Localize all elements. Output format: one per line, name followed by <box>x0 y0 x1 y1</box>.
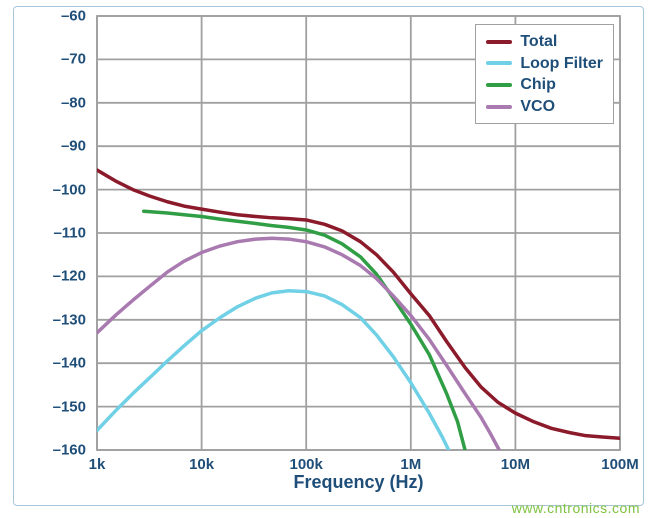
legend-swatch <box>486 83 512 87</box>
x-tick-label: 10M <box>501 456 530 473</box>
series-loop-filter <box>97 291 449 450</box>
y-tick-label: –60 <box>61 8 86 25</box>
x-axis-title: Frequency (Hz) <box>293 472 423 493</box>
legend-item: Loop Filter <box>486 53 603 75</box>
y-tick-label: –160 <box>53 442 86 459</box>
x-tick-label: 100M <box>601 456 639 473</box>
watermark: www.cntronics.com <box>512 500 640 516</box>
legend-swatch <box>486 105 512 109</box>
legend-label: Loop Filter <box>520 53 603 75</box>
series-total <box>97 170 620 438</box>
y-tick-label: –120 <box>53 268 86 285</box>
x-tick-label: 1k <box>89 456 106 473</box>
legend-item: VCO <box>486 96 603 118</box>
legend-swatch <box>486 61 512 65</box>
legend-item: Total <box>486 31 603 53</box>
x-tick-label: 100k <box>290 456 323 473</box>
y-tick-label: –100 <box>53 181 86 198</box>
legend-item: Chip <box>486 74 603 96</box>
y-tick-label: –130 <box>53 311 86 328</box>
legend-swatch <box>486 40 512 44</box>
x-tick-label: 10k <box>189 456 214 473</box>
y-tick-label: –80 <box>61 94 86 111</box>
legend-label: VCO <box>520 96 555 118</box>
legend-label: Chip <box>520 74 556 96</box>
series-vco <box>97 238 499 450</box>
x-tick-label: 1M <box>400 456 421 473</box>
y-tick-label: –150 <box>53 398 86 415</box>
series-chip <box>144 211 465 450</box>
y-tick-label: –140 <box>53 355 86 372</box>
series-group <box>97 170 620 450</box>
y-tick-label: –70 <box>61 51 86 68</box>
y-tick-label: –110 <box>53 225 86 242</box>
legend: TotalLoop FilterChipVCO <box>475 24 614 124</box>
legend-label: Total <box>520 31 557 53</box>
y-tick-label: –90 <box>61 138 86 155</box>
